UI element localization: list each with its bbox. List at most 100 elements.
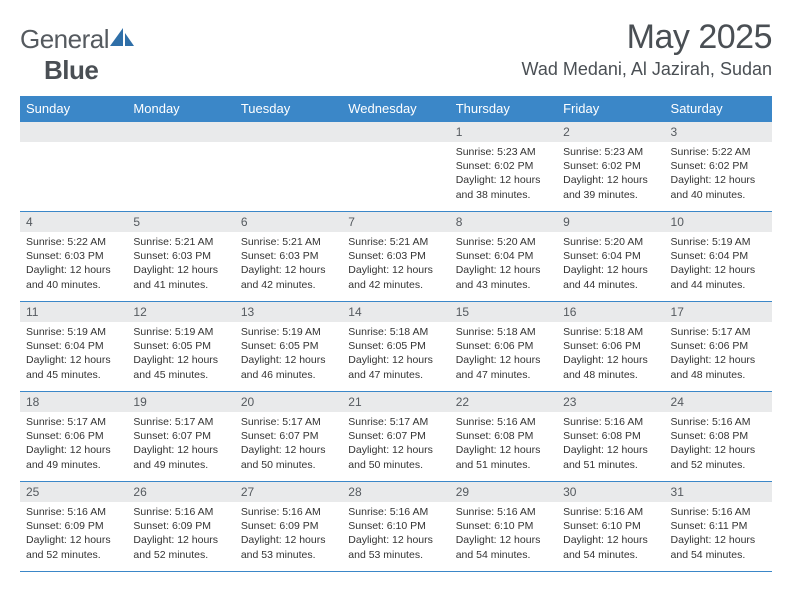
calendar-day-cell: 29Sunrise: 5:16 AMSunset: 6:10 PMDayligh…: [450, 482, 557, 572]
day-number: 21: [342, 392, 449, 412]
daylight-text: Daylight: 12 hours and 53 minutes.: [348, 533, 443, 561]
daylight-text: Daylight: 12 hours and 52 minutes.: [133, 533, 228, 561]
sunset-text: Sunset: 6:02 PM: [563, 159, 658, 173]
day-data: Sunrise: 5:17 AMSunset: 6:07 PMDaylight:…: [342, 412, 449, 476]
sunset-text: Sunset: 6:05 PM: [241, 339, 336, 353]
sunset-text: Sunset: 6:05 PM: [348, 339, 443, 353]
sunset-text: Sunset: 6:06 PM: [671, 339, 766, 353]
calendar-day-cell: 13Sunrise: 5:19 AMSunset: 6:05 PMDayligh…: [235, 302, 342, 392]
day-data: Sunrise: 5:16 AMSunset: 6:08 PMDaylight:…: [665, 412, 772, 476]
day-number: 29: [450, 482, 557, 502]
day-data: Sunrise: 5:16 AMSunset: 6:09 PMDaylight:…: [20, 502, 127, 566]
day-number: 20: [235, 392, 342, 412]
sunset-text: Sunset: 6:03 PM: [241, 249, 336, 263]
sail-icon: [109, 24, 135, 54]
calendar-week-row: 25Sunrise: 5:16 AMSunset: 6:09 PMDayligh…: [20, 482, 772, 572]
sunset-text: Sunset: 6:11 PM: [671, 519, 766, 533]
sunrise-text: Sunrise: 5:20 AM: [456, 235, 551, 249]
day-data: Sunrise: 5:17 AMSunset: 6:06 PMDaylight:…: [20, 412, 127, 476]
day-data: Sunrise: 5:16 AMSunset: 6:09 PMDaylight:…: [127, 502, 234, 566]
sunset-text: Sunset: 6:04 PM: [456, 249, 551, 263]
daylight-text: Daylight: 12 hours and 40 minutes.: [26, 263, 121, 291]
brand-part2: Blue: [44, 55, 98, 85]
day-data: Sunrise: 5:18 AMSunset: 6:06 PMDaylight:…: [557, 322, 664, 386]
sunset-text: Sunset: 6:07 PM: [241, 429, 336, 443]
daylight-text: Daylight: 12 hours and 38 minutes.: [456, 173, 551, 201]
sunrise-text: Sunrise: 5:18 AM: [456, 325, 551, 339]
sunrise-text: Sunrise: 5:16 AM: [671, 415, 766, 429]
calendar-day-cell: 14Sunrise: 5:18 AMSunset: 6:05 PMDayligh…: [342, 302, 449, 392]
daylight-text: Daylight: 12 hours and 44 minutes.: [671, 263, 766, 291]
calendar-day-cell: [20, 122, 127, 212]
sunset-text: Sunset: 6:09 PM: [241, 519, 336, 533]
sunrise-text: Sunrise: 5:18 AM: [563, 325, 658, 339]
day-data: Sunrise: 5:19 AMSunset: 6:04 PMDaylight:…: [665, 232, 772, 296]
sunrise-text: Sunrise: 5:18 AM: [348, 325, 443, 339]
daylight-text: Daylight: 12 hours and 54 minutes.: [671, 533, 766, 561]
sunrise-text: Sunrise: 5:17 AM: [348, 415, 443, 429]
day-number: 5: [127, 212, 234, 232]
daylight-text: Daylight: 12 hours and 50 minutes.: [348, 443, 443, 471]
calendar-day-cell: 31Sunrise: 5:16 AMSunset: 6:11 PMDayligh…: [665, 482, 772, 572]
day-number: 6: [235, 212, 342, 232]
calendar-day-cell: 23Sunrise: 5:16 AMSunset: 6:08 PMDayligh…: [557, 392, 664, 482]
day-data: Sunrise: 5:21 AMSunset: 6:03 PMDaylight:…: [127, 232, 234, 296]
day-data: Sunrise: 5:22 AMSunset: 6:03 PMDaylight:…: [20, 232, 127, 296]
daylight-text: Daylight: 12 hours and 48 minutes.: [563, 353, 658, 381]
day-number: 1: [450, 122, 557, 142]
daylight-text: Daylight: 12 hours and 46 minutes.: [241, 353, 336, 381]
sunset-text: Sunset: 6:10 PM: [348, 519, 443, 533]
day-data: Sunrise: 5:20 AMSunset: 6:04 PMDaylight:…: [450, 232, 557, 296]
sunrise-text: Sunrise: 5:17 AM: [671, 325, 766, 339]
calendar-day-cell: 30Sunrise: 5:16 AMSunset: 6:10 PMDayligh…: [557, 482, 664, 572]
brand-logo: General Blue: [20, 24, 135, 86]
sunrise-text: Sunrise: 5:16 AM: [133, 505, 228, 519]
calendar-day-cell: 16Sunrise: 5:18 AMSunset: 6:06 PMDayligh…: [557, 302, 664, 392]
day-number: 24: [665, 392, 772, 412]
daylight-text: Daylight: 12 hours and 49 minutes.: [26, 443, 121, 471]
sunset-text: Sunset: 6:07 PM: [133, 429, 228, 443]
day-number: 4: [20, 212, 127, 232]
day-data: Sunrise: 5:16 AMSunset: 6:08 PMDaylight:…: [450, 412, 557, 476]
sunrise-text: Sunrise: 5:21 AM: [348, 235, 443, 249]
daylight-text: Daylight: 12 hours and 41 minutes.: [133, 263, 228, 291]
calendar-day-cell: 18Sunrise: 5:17 AMSunset: 6:06 PMDayligh…: [20, 392, 127, 482]
day-header: Friday: [557, 96, 664, 122]
calendar-day-cell: 15Sunrise: 5:18 AMSunset: 6:06 PMDayligh…: [450, 302, 557, 392]
title-block: May 2025 Wad Medani, Al Jazirah, Sudan: [522, 18, 772, 80]
daylight-text: Daylight: 12 hours and 39 minutes.: [563, 173, 658, 201]
calendar-day-cell: 9Sunrise: 5:20 AMSunset: 6:04 PMDaylight…: [557, 212, 664, 302]
day-number: 8: [450, 212, 557, 232]
sunrise-text: Sunrise: 5:17 AM: [26, 415, 121, 429]
day-number: 26: [127, 482, 234, 502]
day-number: 13: [235, 302, 342, 322]
daylight-text: Daylight: 12 hours and 42 minutes.: [348, 263, 443, 291]
sunset-text: Sunset: 6:04 PM: [671, 249, 766, 263]
calendar-day-cell: 25Sunrise: 5:16 AMSunset: 6:09 PMDayligh…: [20, 482, 127, 572]
calendar-week-row: 18Sunrise: 5:17 AMSunset: 6:06 PMDayligh…: [20, 392, 772, 482]
day-number: 10: [665, 212, 772, 232]
sunset-text: Sunset: 6:06 PM: [26, 429, 121, 443]
day-data: Sunrise: 5:20 AMSunset: 6:04 PMDaylight:…: [557, 232, 664, 296]
day-number: 3: [665, 122, 772, 142]
day-data: Sunrise: 5:23 AMSunset: 6:02 PMDaylight:…: [557, 142, 664, 206]
day-header: Monday: [127, 96, 234, 122]
sunset-text: Sunset: 6:03 PM: [26, 249, 121, 263]
sunrise-text: Sunrise: 5:22 AM: [26, 235, 121, 249]
day-number: 18: [20, 392, 127, 412]
daylight-text: Daylight: 12 hours and 40 minutes.: [671, 173, 766, 201]
calendar-day-cell: [235, 122, 342, 212]
sunrise-text: Sunrise: 5:20 AM: [563, 235, 658, 249]
daylight-text: Daylight: 12 hours and 48 minutes.: [671, 353, 766, 381]
daylight-text: Daylight: 12 hours and 50 minutes.: [241, 443, 336, 471]
day-header: Saturday: [665, 96, 772, 122]
calendar-week-row: 1Sunrise: 5:23 AMSunset: 6:02 PMDaylight…: [20, 122, 772, 212]
day-number: 23: [557, 392, 664, 412]
sunset-text: Sunset: 6:07 PM: [348, 429, 443, 443]
sunset-text: Sunset: 6:08 PM: [563, 429, 658, 443]
sunrise-text: Sunrise: 5:16 AM: [348, 505, 443, 519]
sunrise-text: Sunrise: 5:16 AM: [563, 505, 658, 519]
daylight-text: Daylight: 12 hours and 45 minutes.: [133, 353, 228, 381]
calendar-day-cell: 26Sunrise: 5:16 AMSunset: 6:09 PMDayligh…: [127, 482, 234, 572]
daylight-text: Daylight: 12 hours and 53 minutes.: [241, 533, 336, 561]
